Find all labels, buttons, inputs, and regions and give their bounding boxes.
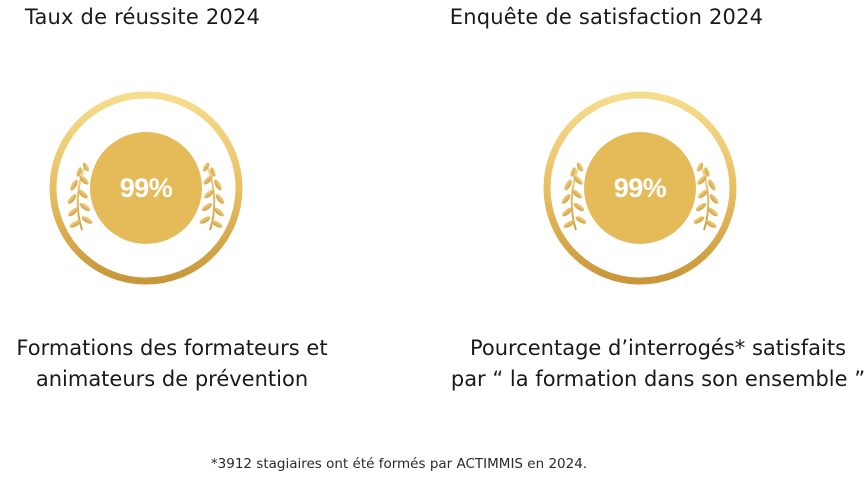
medal-disc [584,132,696,244]
satisfaction-medal: 99% [540,88,740,288]
medal-ring [49,91,243,285]
satisfaction-caption-line1: Pourcentage d’interrogés* satisfaits [469,336,847,360]
satisfaction-caption-line2: par “ la formation dans son ensemble ” [450,367,866,391]
success-rate-caption-line2: animateurs de prévention [35,367,309,391]
success-rate-caption-line1: Formations des formateurs et [16,336,328,360]
medal-disc [90,132,202,244]
success-rate-caption: Formations des formateurs et animateurs … [0,333,382,395]
success-rate-title: Taux de réussite 2024 [24,5,261,29]
satisfaction-panel: Enquête de satisfaction 2024 99% Pourcen… [433,0,866,430]
satisfaction-caption: Pourcentage d’interrogés* satisfaits par… [443,333,866,395]
satisfaction-value: 99% [613,172,667,203]
medal-graphic [49,91,243,285]
medal-graphic [543,91,737,285]
success-rate-medal: 99% [46,88,246,288]
footnote-text: *3912 stagiaires ont été formés par ACTI… [210,456,588,472]
satisfaction-title: Enquête de satisfaction 2024 [449,5,764,29]
medal-ring [543,91,737,285]
footnote: *3912 stagiaires ont été formés par ACTI… [0,456,866,472]
success-rate-panel: Taux de réussite 2024 99% Formations des… [0,0,433,430]
success-rate-value: 99% [119,172,173,203]
